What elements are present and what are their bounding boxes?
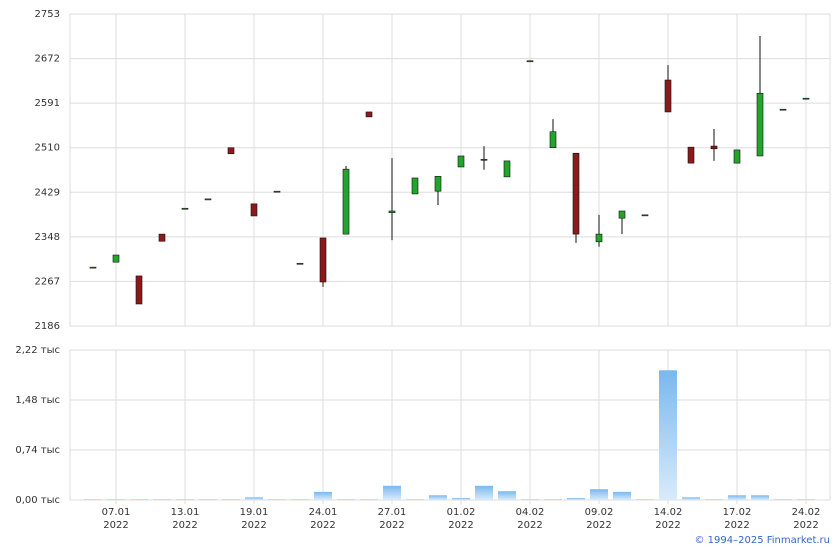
candle-body — [687, 146, 695, 164]
volume-bar — [199, 499, 217, 500]
volume-bar — [705, 499, 723, 500]
volume-bar — [406, 499, 424, 500]
x-tick-label: 04.02 2022 — [515, 507, 545, 531]
volume-bar — [774, 499, 792, 500]
volume-bar — [360, 499, 378, 500]
candle-body — [710, 145, 718, 150]
candle-body — [227, 147, 235, 155]
candle-body — [664, 79, 672, 113]
y-tick-label: 2267 — [35, 276, 60, 287]
y-tick-label: 0,74 тыс — [15, 445, 60, 456]
candle-body — [250, 203, 258, 217]
candle-body — [457, 155, 465, 168]
candle-body — [296, 262, 304, 265]
volume-bar — [176, 499, 194, 500]
candle-body — [89, 266, 97, 269]
volume-bar — [613, 491, 631, 500]
candle-body — [526, 60, 534, 63]
candle-body — [319, 237, 327, 283]
x-tick-label: 09.02 2022 — [584, 507, 614, 531]
candle-body — [388, 210, 396, 213]
y-tick-label: 0,00 тыс — [15, 495, 60, 506]
y-tick-label: 1,48 тыс — [15, 395, 60, 406]
y-tick-label: 2672 — [35, 54, 60, 65]
volume-bar — [636, 499, 654, 500]
candle-body — [779, 108, 787, 111]
price-frame — [69, 13, 831, 327]
candle-body — [733, 149, 741, 164]
volume-bar — [590, 489, 608, 500]
candle-body — [802, 97, 810, 100]
candle-body — [204, 198, 212, 201]
volume-frame — [69, 349, 831, 501]
x-tick-label: 07.01 2022 — [101, 507, 131, 531]
y-tick-label: 2510 — [35, 143, 60, 154]
candle-body — [135, 275, 143, 305]
y-tick-label: 2429 — [35, 187, 60, 198]
y-tick-label: 2186 — [35, 321, 60, 332]
candle-body — [273, 190, 281, 193]
volume-bar — [797, 499, 815, 500]
volume-bar — [452, 497, 470, 500]
candle-body — [595, 233, 603, 243]
volume-bar — [659, 370, 677, 500]
volume-bar — [222, 499, 240, 500]
candle-body — [572, 152, 580, 235]
volume-bar — [130, 499, 148, 500]
x-tick-label: 27.01 2022 — [377, 507, 407, 531]
candle-body — [411, 177, 419, 195]
volume-bar — [567, 497, 585, 500]
volume-bar — [383, 485, 401, 500]
volume-bar — [337, 499, 355, 500]
volume-bar — [107, 499, 125, 500]
volume-bar — [245, 497, 263, 500]
x-tick-label: 13.01 2022 — [170, 507, 200, 531]
candle-body — [756, 92, 764, 157]
volume-bar — [544, 499, 562, 500]
volume-bar — [475, 485, 493, 500]
volume-bar — [521, 499, 539, 500]
candle-body — [641, 214, 649, 217]
candle-body — [503, 160, 511, 178]
volume-bar — [268, 499, 286, 500]
x-tick-label: 24.01 2022 — [308, 507, 338, 531]
candle-body — [112, 254, 120, 263]
y-tick-label: 2591 — [35, 98, 60, 109]
candle-body — [158, 233, 166, 242]
credit[interactable]: © 1994–2025 Finmarket.ru — [694, 535, 830, 546]
volume-bar — [153, 499, 171, 500]
volume-bar — [498, 491, 516, 500]
x-tick-label: 17.02 2022 — [722, 507, 752, 531]
candle-body — [434, 176, 442, 192]
x-tick-label: 14.02 2022 — [653, 507, 683, 531]
volume-bar — [682, 497, 700, 500]
volume-bar — [429, 495, 447, 500]
candle-body — [342, 168, 350, 235]
y-tick-label: 2753 — [35, 9, 60, 20]
volume-bar — [314, 491, 332, 500]
x-tick-label: 01.02 2022 — [446, 507, 476, 531]
y-tick-label: 2348 — [35, 232, 60, 243]
volume-bar — [84, 499, 102, 500]
candle-body — [549, 131, 557, 149]
volume-bar — [728, 495, 746, 500]
y-tick-label: 2,22 тыс — [15, 345, 60, 356]
candle-body — [618, 210, 626, 219]
candle-body — [365, 111, 373, 118]
candle-body — [181, 207, 189, 210]
volume-bar — [291, 499, 309, 500]
volume-bar — [751, 495, 769, 500]
x-tick-label: 24.02 2022 — [791, 507, 821, 531]
x-tick-label: 19.01 2022 — [239, 507, 269, 531]
candle-body — [480, 158, 488, 161]
